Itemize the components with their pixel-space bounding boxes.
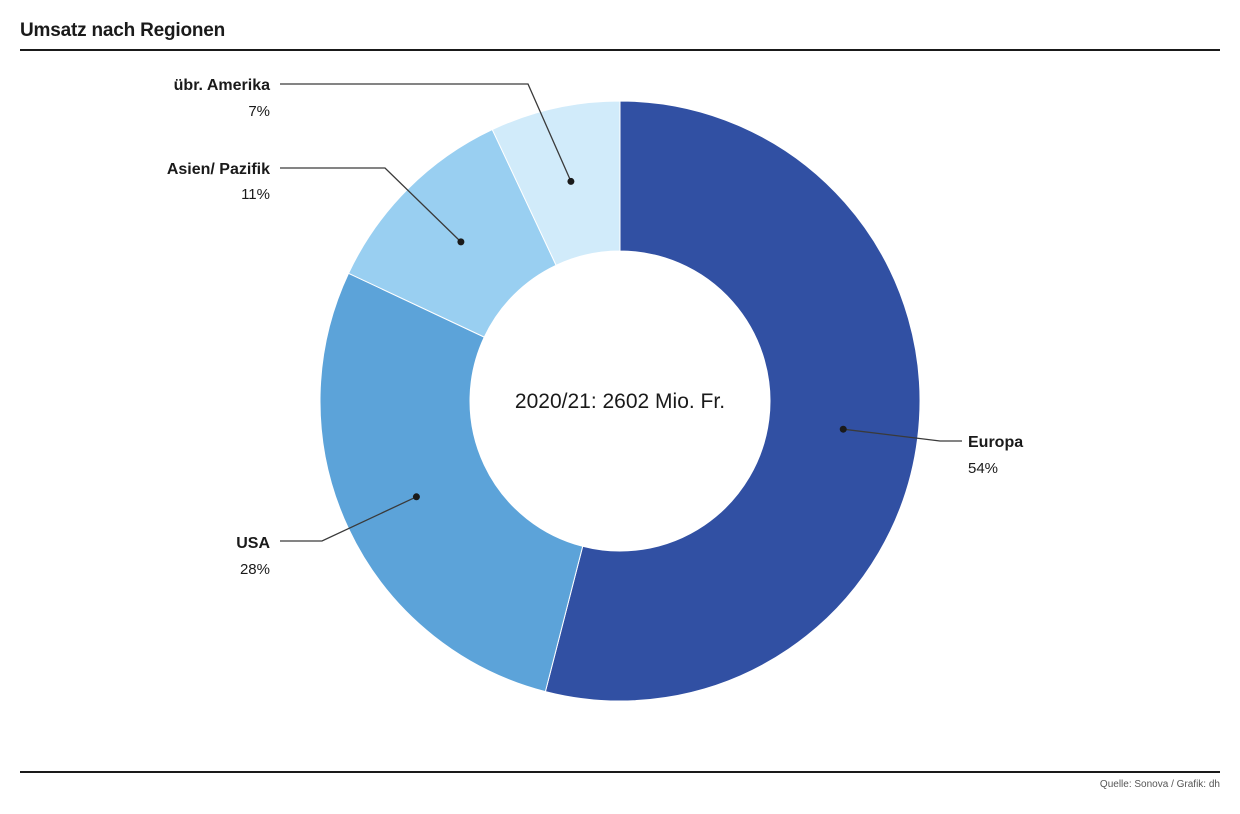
slice-value-usa: 28% <box>240 561 270 578</box>
leader-line-usa <box>280 496 417 542</box>
leader-dot-europa <box>839 425 847 433</box>
slice-usa <box>319 272 584 693</box>
donut-slices <box>319 100 921 702</box>
bottom-rule <box>20 771 1220 773</box>
slice-label-europa: Europa <box>968 434 1023 451</box>
chart-title: Umsatz nach Regionen <box>20 20 226 41</box>
slice-value-asien-pazifik: 11% <box>241 186 270 203</box>
leader-lines <box>280 83 962 542</box>
slice-value-europa: 54% <box>968 460 998 477</box>
slice-labels: Europa 54% USA 28% Asien/ Pazifik 11% übr. Ame… <box>167 77 1023 578</box>
slice-label-usa: USA <box>236 535 270 552</box>
leader-dot-asien-pazifik <box>457 238 465 246</box>
slice-value-uebr-amerika: 7% <box>248 103 270 120</box>
leader-dot-uebr-amerika <box>567 177 575 185</box>
slice-uebr-amerika <box>491 100 621 266</box>
leader-line-uebr-amerika <box>280 83 572 182</box>
slice-label-asien-pazifik: Asien/ Pazifik <box>167 161 270 178</box>
donut-center-label: 2020/21: 2602 Mio. Fr. <box>515 390 725 413</box>
leader-dot-usa <box>412 493 420 501</box>
leader-line-asien-pazifik <box>280 167 462 243</box>
slice-label-uebr-amerika: übr. Amerika <box>174 77 270 94</box>
leader-line-europa <box>843 428 962 442</box>
source-note: Quelle: Sonova / Grafik: dh <box>1099 779 1220 790</box>
top-rule <box>20 49 1220 51</box>
slice-europa <box>544 100 921 702</box>
